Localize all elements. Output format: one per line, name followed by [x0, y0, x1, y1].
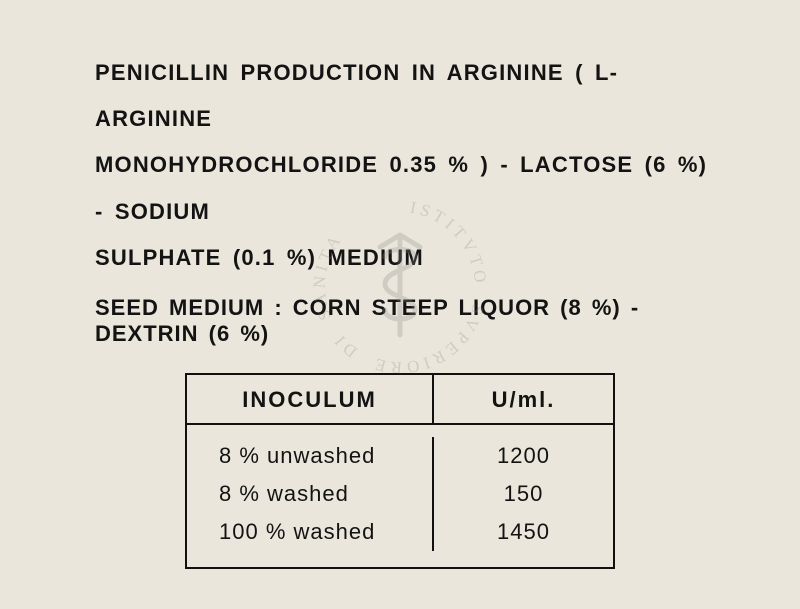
title-block: PENICILLIN PRODUCTION IN ARGININE ( l-AR…: [95, 50, 725, 281]
table-row: 8 % washed 150: [187, 475, 613, 513]
column-header-inoculum: INOCULUM: [187, 375, 434, 423]
table-row: 8 % unwashed 1200: [187, 437, 613, 475]
data-table: INOCULUM U/ml. 8 % unwashed 1200 8 % was…: [185, 373, 615, 569]
slide-content: PENICILLIN PRODUCTION IN ARGININE ( l-AR…: [0, 0, 800, 609]
seed-medium-line: SEED MEDIUM : CORN STEEP LIQUOR (8 %) - …: [95, 295, 725, 347]
cell-uml: 1200: [434, 437, 613, 475]
cell-uml: 150: [434, 475, 613, 513]
cell-inoculum: 8 % unwashed: [187, 437, 434, 475]
title-line-1: PENICILLIN PRODUCTION IN ARGININE ( l-AR…: [95, 50, 725, 142]
title-line-2: MONOHYDROCHLORIDE 0.35 % ) - LACTOSE (6 …: [95, 142, 725, 234]
table-body: 8 % unwashed 1200 8 % washed 150 100 % w…: [187, 425, 613, 567]
column-header-uml: U/ml.: [434, 375, 613, 423]
cell-inoculum: 100 % washed: [187, 513, 434, 551]
title-line-3: SULPHATE (0.1 %) MEDIUM: [95, 235, 725, 281]
cell-uml: 1450: [434, 513, 613, 551]
table-row: 100 % washed 1450: [187, 513, 613, 551]
table-header-row: INOCULUM U/ml.: [187, 375, 613, 425]
cell-inoculum: 8 % washed: [187, 475, 434, 513]
